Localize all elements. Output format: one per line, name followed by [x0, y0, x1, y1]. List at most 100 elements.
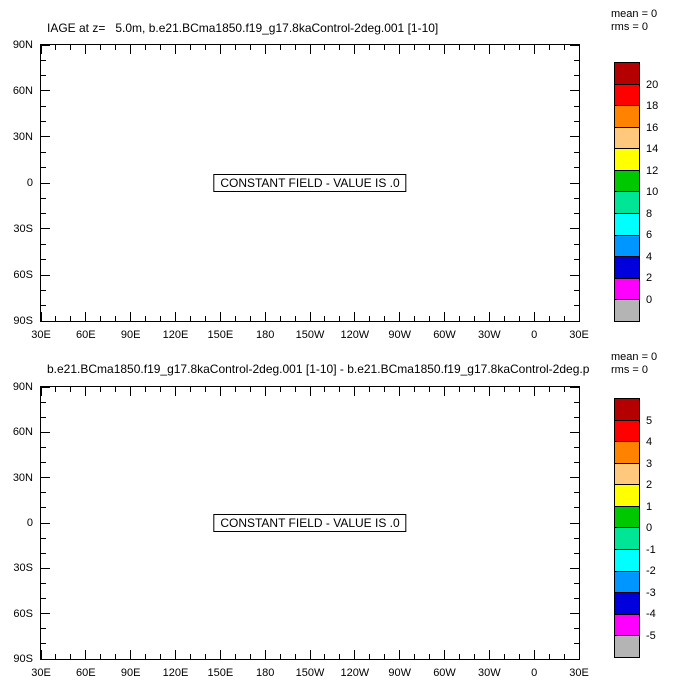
minor-tick [518, 316, 520, 321]
minor-tick [41, 59, 46, 61]
colorbar-label: 3 [646, 457, 653, 470]
colorbar-segment [615, 83, 639, 106]
colorbar-label: 2 [646, 479, 653, 491]
major-tick [444, 650, 445, 659]
minor-tick [324, 654, 326, 659]
y-axis-label: 60S [13, 269, 33, 281]
minor-tick [160, 316, 162, 321]
minor-tick [41, 401, 46, 403]
major-tick [309, 312, 311, 321]
major-tick [570, 431, 579, 433]
minor-tick [473, 387, 475, 392]
minor-tick [458, 654, 460, 659]
minor-tick [41, 259, 46, 261]
colorbar-label: 1 [646, 500, 653, 513]
minor-tick [369, 387, 371, 392]
colorbar-label: 5 [646, 414, 653, 427]
minor-tick [574, 59, 579, 61]
minor-tick [294, 45, 296, 50]
major-tick [570, 386, 579, 388]
y-axis-label: 60N [12, 85, 33, 97]
major-tick [444, 387, 445, 396]
colorbar-label: -2 [646, 565, 656, 577]
minor-tick [384, 45, 386, 50]
minor-tick [145, 316, 147, 321]
minor-tick [574, 492, 579, 494]
minor-tick [339, 654, 341, 659]
major-tick [85, 387, 87, 396]
major-tick [309, 45, 311, 54]
y-axis-label: 0 [26, 517, 33, 529]
minor-tick [189, 387, 191, 392]
major-tick [399, 387, 401, 396]
major-tick [41, 228, 50, 230]
x-axis-label: 120W [340, 667, 370, 679]
colorbar-label: -1 [646, 543, 656, 556]
minor-tick [324, 316, 326, 321]
major-tick [533, 45, 535, 54]
minor-tick [574, 151, 579, 153]
y-axis-label: 30S [13, 223, 33, 235]
minor-tick [279, 387, 281, 392]
minor-tick [384, 316, 386, 321]
major-tick [533, 650, 535, 659]
x-axis-label: 90W [388, 329, 411, 341]
x-axis-label: 90W [388, 667, 411, 679]
minor-tick [41, 121, 46, 123]
minor-tick [574, 213, 579, 215]
y-axis-label: 60N [12, 426, 33, 439]
minor-tick [548, 45, 550, 50]
major-tick [41, 90, 50, 92]
colorbar-segment [615, 299, 639, 321]
colorbar-label: 8 [646, 207, 653, 220]
minor-tick [41, 197, 46, 199]
minor-tick [41, 643, 46, 645]
minor-tick [204, 387, 206, 392]
colorbar-segment [615, 527, 639, 550]
minor-tick [574, 416, 579, 418]
major-tick [570, 567, 579, 569]
x-axis-label: 90E [120, 329, 141, 341]
colorbar-label: 20 [646, 78, 659, 91]
minor-tick [414, 387, 416, 392]
major-tick [41, 431, 50, 433]
plot-title: b.e21.BCma1850.f19_g17.8kaControl-2deg.0… [47, 362, 590, 376]
minor-tick [414, 45, 416, 50]
minor-tick [574, 552, 579, 554]
colorbar-segment [615, 105, 639, 127]
major-tick [570, 613, 579, 615]
minor-tick [473, 45, 475, 50]
x-axis-label: 150E [207, 329, 234, 341]
minor-tick [189, 654, 191, 659]
major-tick [264, 45, 266, 54]
major-tick [309, 650, 311, 659]
minor-tick [234, 387, 236, 392]
minor-tick [503, 316, 505, 321]
minor-tick [324, 387, 326, 392]
colorbar-segment [615, 126, 639, 149]
y-axis-label: 90N [12, 39, 33, 51]
minor-tick [369, 45, 371, 50]
map-frame: CONSTANT FIELD - VALUE IS .0 30E 60E 90E 12… [13, 39, 589, 341]
major-tick [570, 44, 579, 46]
colorbar-segment [615, 148, 639, 170]
major-tick [488, 650, 490, 659]
minor-tick [548, 387, 550, 392]
major-tick [354, 312, 356, 321]
colorbar-segment [615, 635, 639, 657]
minor-tick [160, 654, 162, 659]
x-axis-label: 0 [531, 667, 538, 679]
minor-tick [41, 582, 46, 584]
plot-title: IAGE at z= 5.0m, b.e21.BCma1850.f19_g17.… [47, 21, 439, 35]
minor-tick [429, 387, 431, 392]
major-tick [130, 45, 132, 54]
colorbar-segment [615, 549, 639, 571]
major-tick [399, 650, 401, 659]
y-axis-label: 90S [13, 315, 33, 327]
colorbar-segment [615, 505, 639, 528]
major-tick [41, 274, 50, 276]
minor-tick [204, 45, 206, 50]
minor-tick [41, 598, 46, 600]
minor-tick [115, 387, 117, 392]
minor-tick [41, 167, 46, 169]
